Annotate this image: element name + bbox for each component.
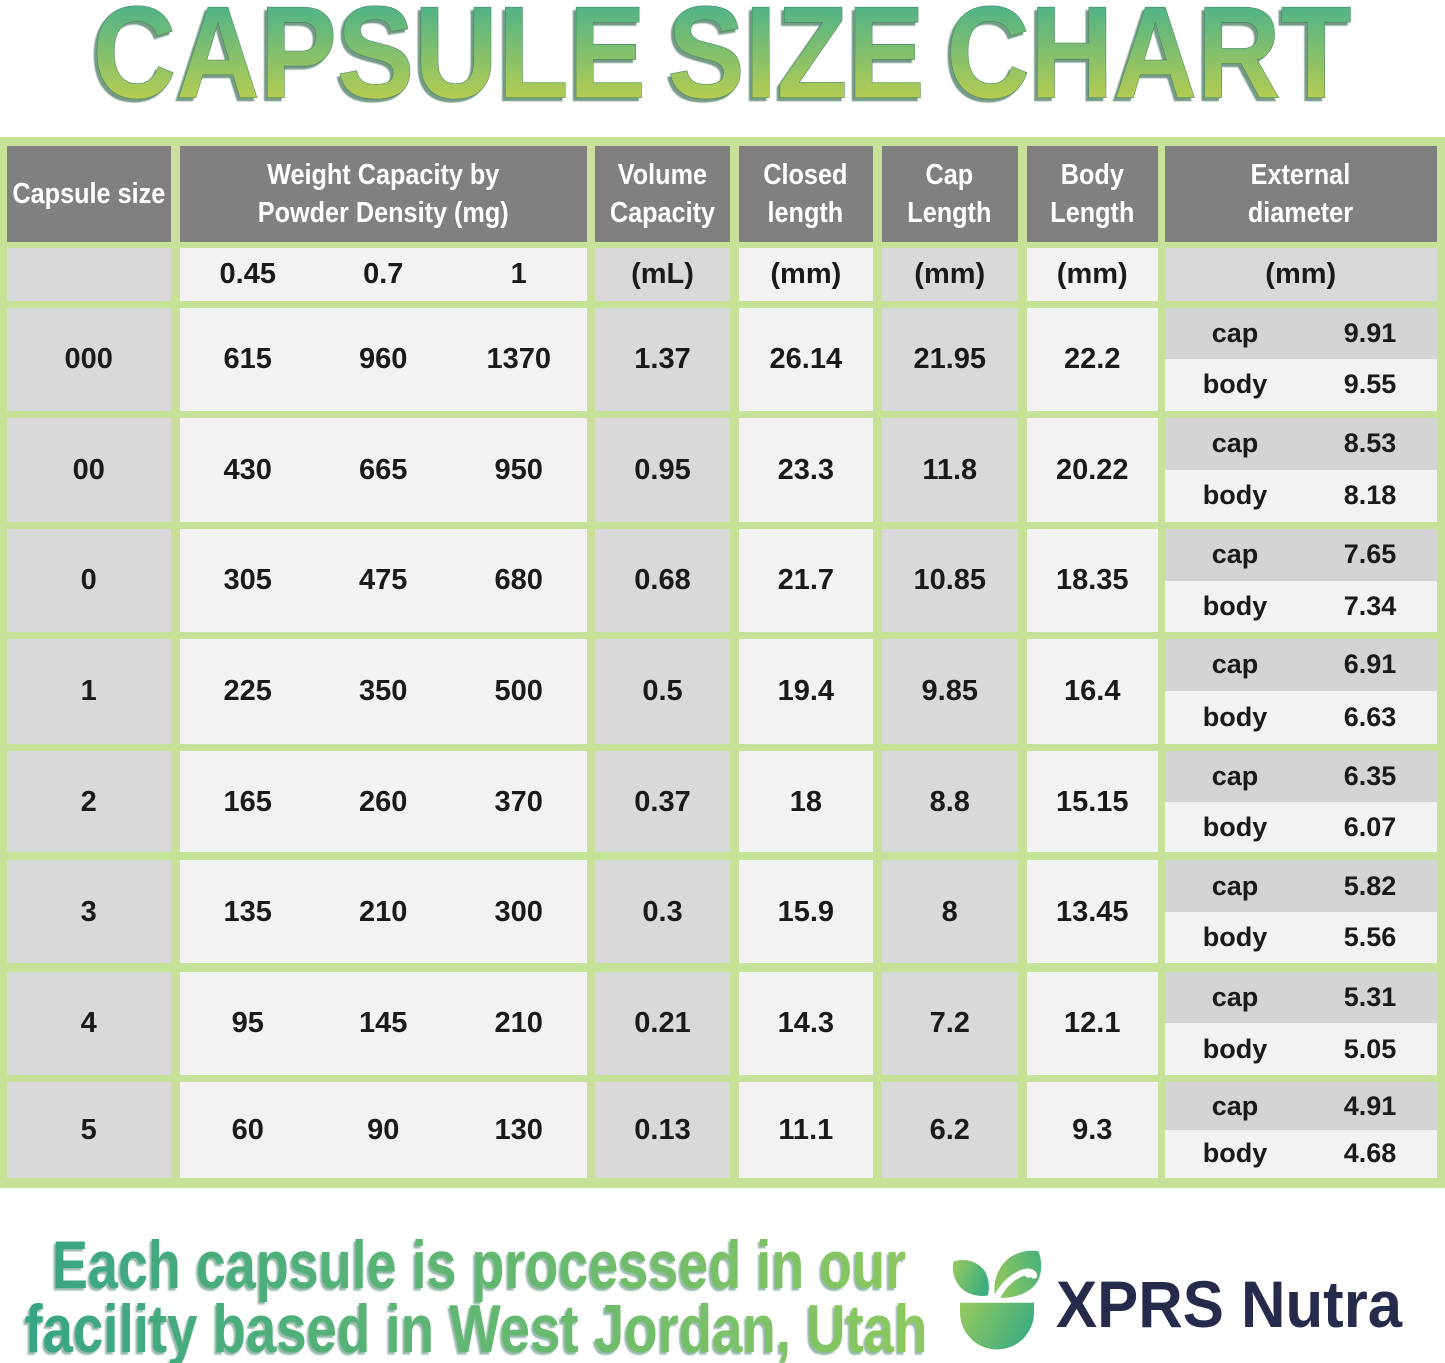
svg-text:XPRS Nutra: XPRS Nutra — [1056, 1267, 1403, 1341]
svg-text:facility based in West Jordan,: facility based in West Jordan, Utah — [25, 1291, 928, 1363]
svg-text:CAPSULE SIZE CHART: CAPSULE SIZE CHART — [93, 0, 1352, 126]
svg-text:Each capsule is processed in o: Each capsule is processed in our — [52, 1227, 906, 1303]
